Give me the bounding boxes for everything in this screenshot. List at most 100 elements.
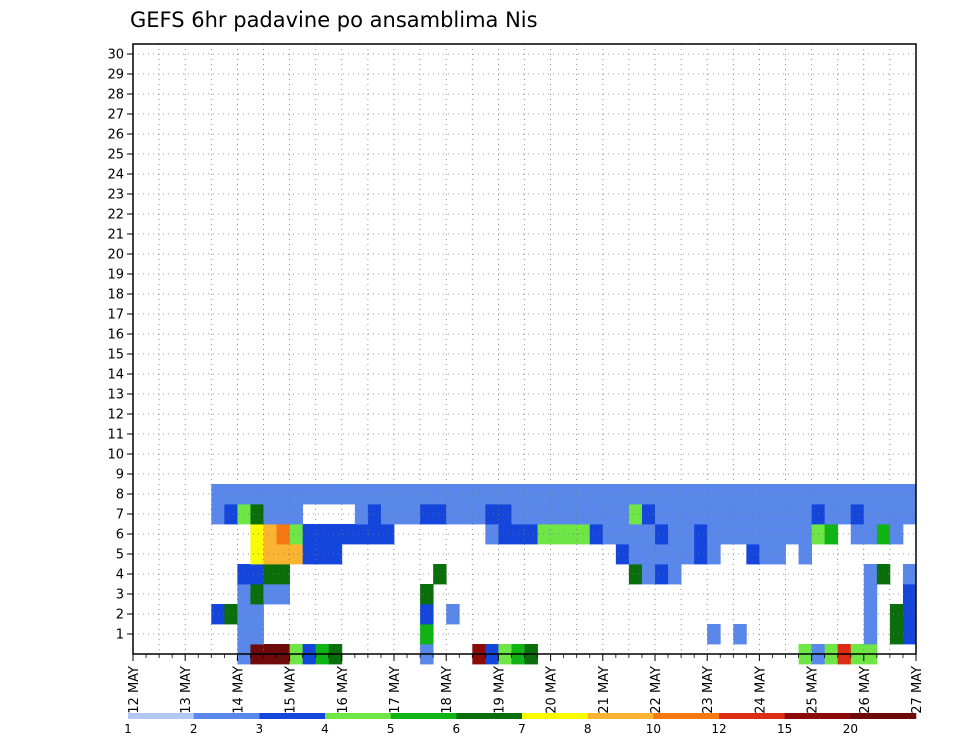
- heatmap-cell: [302, 544, 317, 565]
- heatmap-cell: [720, 524, 734, 545]
- heatmap-cell: [472, 504, 486, 525]
- heatmap-cell: [902, 484, 917, 505]
- heatmap-cell: [328, 484, 343, 505]
- y-tick-label: 3: [116, 588, 124, 603]
- heatmap-cell: [446, 484, 460, 505]
- heatmap-cell: [720, 484, 734, 505]
- heatmap-cell: [615, 484, 630, 505]
- heatmap-cell: [420, 604, 434, 625]
- heatmap-cell: [472, 484, 486, 505]
- heatmap-cell: [902, 564, 917, 585]
- heatmap-cell: [850, 524, 865, 545]
- y-tick-label: 22: [107, 208, 124, 223]
- colorbar-label: 12: [711, 722, 726, 736]
- heatmap-cell: [420, 584, 434, 605]
- heatmap-cell: [289, 544, 304, 565]
- heatmap-cell: [628, 504, 643, 525]
- heatmap-cell: [263, 544, 277, 565]
- heatmap-cell: [498, 484, 512, 505]
- heatmap-cell: [694, 484, 708, 505]
- heatmap-cell: [655, 564, 669, 585]
- x-tick-label: 18 MAY: [440, 666, 455, 714]
- x-tick-label: 19 MAY: [492, 666, 507, 714]
- heatmap-cells: [211, 484, 917, 665]
- x-axis: 12 MAY 13 MAY 14 MAY 15 MAY 16 MAY 17 MAY 18 M…: [127, 654, 925, 714]
- heatmap-cell: [694, 544, 708, 565]
- x-tick-label: 17 MAY: [388, 666, 403, 714]
- heatmap-cell: [289, 484, 304, 505]
- colorbar-segment: [653, 713, 720, 719]
- heatmap-cell: [224, 604, 238, 625]
- heatmap-cell: [589, 524, 604, 545]
- x-tick-label: 26 MAY: [858, 666, 873, 714]
- y-tick-label: 25: [107, 148, 124, 163]
- heatmap-cell: [250, 604, 264, 625]
- heatmap-cell: [655, 504, 669, 525]
- x-tick-label: 13 MAY: [179, 666, 194, 714]
- heatmap-cell: [759, 524, 773, 545]
- y-tick-label: 29: [107, 68, 124, 83]
- heatmap-cell: [655, 484, 669, 505]
- heatmap-cell: [302, 524, 317, 545]
- colorbar-label: 20: [843, 722, 858, 736]
- heatmap-cell: [524, 524, 538, 545]
- y-tick-label: 4: [116, 568, 124, 583]
- y-tick-label: 17: [107, 308, 124, 323]
- heatmap-cell: [446, 504, 460, 525]
- y-tick-label: 8: [116, 488, 124, 503]
- heatmap-cell: [615, 544, 630, 565]
- y-tick-label: 20: [107, 248, 124, 263]
- x-tick-label: 23 MAY: [701, 666, 716, 714]
- x-tick-label: 25 MAY: [806, 666, 821, 714]
- heatmap-cell: [837, 504, 852, 525]
- heatmap-cell: [315, 484, 330, 505]
- heatmap-cell: [668, 544, 682, 565]
- heatmap-cell: [628, 484, 643, 505]
- heatmap-cell: [889, 484, 904, 505]
- heatmap-cell: [367, 484, 382, 505]
- heatmap-cell: [863, 564, 878, 585]
- heatmap-cell: [668, 484, 682, 505]
- heatmap-cell: [733, 624, 747, 645]
- colorbar-label: 2: [190, 722, 198, 736]
- heatmap-cell: [772, 544, 786, 565]
- x-tick-label: 24 MAY: [753, 666, 768, 714]
- heatmap-cell: [563, 524, 578, 545]
- heatmap-cell: [263, 484, 277, 505]
- heatmap-cell: [289, 524, 304, 545]
- colorbar-label: 6: [453, 722, 461, 736]
- heatmap-cell: [798, 524, 812, 545]
- heatmap-cell: [433, 504, 447, 525]
- y-tick-label: 10: [107, 448, 124, 463]
- heatmap-cell: [785, 524, 799, 545]
- heatmap-cell: [550, 484, 565, 505]
- heatmap-cell: [902, 504, 917, 525]
- heatmap-cell: [537, 504, 551, 525]
- colorbar-segment: [456, 713, 523, 719]
- heatmap-cell: [485, 504, 499, 525]
- heatmap-cell: [902, 624, 917, 645]
- heatmap-cell: [837, 484, 852, 505]
- colorbar-label: 8: [584, 722, 592, 736]
- colorbar-label: 5: [387, 722, 395, 736]
- heatmap-cell: [250, 564, 264, 585]
- heatmap-cell: [655, 524, 669, 545]
- y-tick-label: 2: [116, 608, 124, 623]
- heatmap-cell: [602, 484, 617, 505]
- heatmap-cell: [798, 504, 812, 525]
- heatmap-cell: [615, 504, 630, 525]
- x-tick-label: 14 MAY: [231, 666, 246, 714]
- heatmap-cell: [733, 484, 747, 505]
- x-tick-label: 27 MAY: [910, 666, 925, 714]
- heatmap-cell: [237, 624, 251, 645]
- heatmap-cell: [824, 524, 839, 545]
- y-tick-label: 21: [107, 228, 124, 243]
- x-tick-label: 22 MAY: [649, 666, 664, 714]
- heatmap-cell: [602, 524, 617, 545]
- y-tick-label: 27: [107, 108, 124, 123]
- heatmap-cell: [224, 484, 238, 505]
- heatmap-cell: [354, 524, 369, 545]
- y-axis: 1234567891011121314151617181920212223242…: [107, 48, 133, 643]
- heatmap-cell: [433, 564, 447, 585]
- heatmap-cell: [380, 524, 395, 545]
